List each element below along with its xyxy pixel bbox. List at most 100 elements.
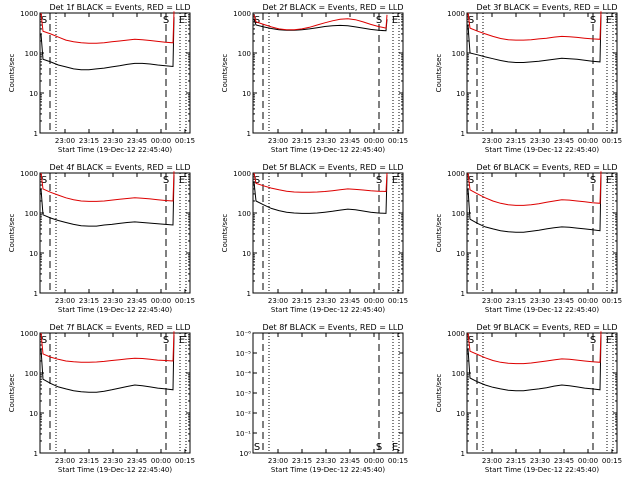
x-tick-label: 23:45 [554, 297, 574, 305]
plot-frame [466, 172, 618, 294]
y-tick-label: 1000 [20, 170, 38, 178]
x-axis-label: Start Time (19-Dec-12 22:45:40) [271, 306, 385, 314]
x-tick-label: 00:00 [578, 297, 598, 305]
plot-frame [252, 332, 404, 454]
x-tick-label: 23:30 [103, 137, 123, 145]
x-tick-label: 23:45 [127, 137, 147, 145]
series-lld-line [253, 172, 388, 193]
series-lld-line [253, 14, 388, 31]
marker-label-s-end: S [590, 175, 596, 186]
x-tick-label: 23:15 [79, 457, 99, 465]
series-events-line [40, 16, 175, 71]
x-tick-label: 23:45 [340, 297, 360, 305]
marker-label-e: E [606, 15, 612, 26]
x-axis-label: Start Time (19-Dec-12 22:45:40) [485, 146, 599, 154]
detector-panel-1: Det 1f BLACK = Events, RED = LLD 1 10 100 10… [8, 3, 195, 154]
panel-title: Det 3f BLACK = Events, RED = LLD [476, 3, 617, 12]
y-tick-label: 10 [456, 90, 465, 98]
y-tick-label: 1 [247, 130, 251, 138]
x-tick-label: 23:00 [268, 137, 288, 145]
y-tick-label: 1000 [233, 170, 251, 178]
detector-panel-7: Det 7f BLACK = Events, RED = LLD 1 10 100 10… [8, 323, 195, 474]
x-tick-label: 00:15 [175, 457, 195, 465]
marker-label-s-end: S [376, 442, 382, 453]
series-events-line [253, 19, 388, 32]
marker-label-s-end: S [163, 175, 169, 186]
x-tick-label: 23:15 [79, 297, 99, 305]
marker-label-e: E [179, 175, 185, 186]
y-tick-label: 10 [242, 90, 251, 98]
x-tick-label: 23:30 [103, 297, 123, 305]
x-tick-label: 23:45 [340, 457, 360, 465]
x-tick-label: 23:15 [79, 137, 99, 145]
plot-frame [252, 172, 404, 294]
panel-title: Det 1f BLACK = Events, RED = LLD [49, 3, 190, 12]
series-lld-line [467, 171, 602, 206]
y-axis-label: Counts/sec [221, 214, 229, 253]
detector-panel-2: Det 2f BLACK = Events, RED = LLD 1 10 100 10… [221, 3, 408, 154]
x-axis-label: Start Time (19-Dec-12 22:45:40) [271, 146, 385, 154]
y-axis-label: Counts/sec [8, 374, 16, 413]
x-tick-label: 23:30 [103, 457, 123, 465]
x-tick-label: 00:00 [151, 457, 171, 465]
x-tick-label: 23:30 [530, 457, 550, 465]
y-tick-label: 1 [34, 130, 38, 138]
series-lld-line [40, 171, 175, 202]
detector-panel-4: Det 4f BLACK = Events, RED = LLD 1 10 100 10… [8, 163, 195, 314]
x-tick-label: 23:00 [268, 457, 288, 465]
x-tick-label: 00:15 [175, 297, 195, 305]
y-tick-label: 10 [29, 250, 38, 258]
y-axis-label: Counts/sec [8, 214, 16, 253]
y-axis-label: Counts/sec [435, 54, 443, 93]
y-tick-label: 1000 [447, 330, 465, 338]
series-events-line [253, 174, 388, 214]
y-tick-label: 10⁻¹ [236, 430, 252, 438]
y-tick-label: 1 [34, 290, 38, 298]
x-tick-label: 23:15 [506, 137, 526, 145]
y-tick-label: 10⁻⁶ [236, 330, 252, 338]
x-tick-label: 23:15 [506, 457, 526, 465]
marker-label-s-end: S [163, 15, 169, 26]
x-tick-label: 00:00 [364, 297, 384, 305]
y-tick-label: 10⁻² [236, 410, 252, 418]
marker-label-s-end: S [163, 335, 169, 346]
marker-label-s-start: S [41, 15, 47, 26]
x-tick-label: 00:15 [388, 457, 408, 465]
x-tick-label: 00:00 [151, 137, 171, 145]
y-tick-label: 100 [452, 50, 465, 58]
y-tick-label: 100 [25, 50, 38, 58]
y-tick-label: 10 [456, 250, 465, 258]
x-tick-label: 23:00 [482, 137, 502, 145]
x-tick-label: 23:45 [127, 297, 147, 305]
x-tick-label: 23:00 [482, 297, 502, 305]
marker-label-s-start: S [254, 442, 260, 453]
x-tick-label: 23:15 [292, 297, 312, 305]
x-tick-label: 23:00 [55, 297, 75, 305]
y-axis-label: Counts/sec [435, 374, 443, 413]
x-tick-label: 00:00 [364, 457, 384, 465]
x-tick-label: 23:00 [268, 297, 288, 305]
series-lld-line [40, 11, 175, 44]
marker-label-s-start: S [468, 175, 474, 186]
x-tick-label: 00:15 [388, 297, 408, 305]
x-tick-label: 00:15 [602, 137, 622, 145]
y-tick-label: 100 [25, 370, 38, 378]
marker-label-e: E [606, 175, 612, 186]
y-axis-label: Counts/sec [435, 214, 443, 253]
y-tick-label: 10⁻⁴ [236, 370, 252, 378]
marker-label-e: E [392, 175, 398, 186]
x-axis-label: Start Time (19-Dec-12 22:45:40) [485, 306, 599, 314]
y-tick-label: 10 [456, 410, 465, 418]
series-events-line [40, 334, 175, 393]
x-tick-label: 23:15 [292, 137, 312, 145]
marker-label-s-start: S [468, 335, 474, 346]
series-events-line [467, 14, 602, 63]
panel-title: Det 8f BLACK = Events, RED = LLD [262, 323, 403, 332]
marker-label-s-end: S [590, 15, 596, 26]
x-tick-label: 00:00 [578, 137, 598, 145]
x-tick-label: 00:15 [175, 137, 195, 145]
detector-panel-6: Det 6f BLACK = Events, RED = LLD 1 10 100 10… [435, 163, 622, 314]
y-axis-label: Counts/sec [8, 54, 16, 93]
marker-label-e: E [606, 335, 612, 346]
